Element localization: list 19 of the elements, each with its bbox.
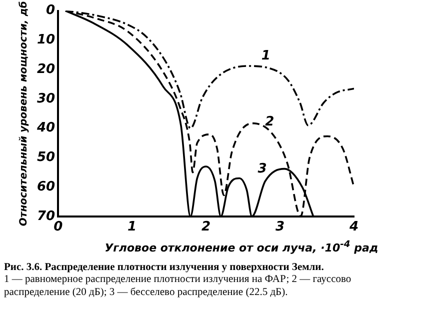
- x-tick-label: 1: [128, 220, 137, 235]
- y-axis-title: Относительный уровень мощности, дб: [18, 1, 30, 226]
- x-tick-label: 3: [276, 220, 285, 235]
- y-tick-label: 10: [36, 32, 56, 48]
- annotation: 3: [258, 162, 267, 177]
- y-tick-label: 40: [36, 120, 56, 136]
- y-tick-label: 60: [36, 179, 56, 194]
- annotation: 1: [261, 48, 270, 64]
- y-tick-label: 70: [36, 208, 56, 224]
- x-tick-label: 2: [202, 220, 211, 235]
- y-tick-label: 0: [46, 3, 56, 18]
- y-tick-label: 20: [36, 62, 56, 77]
- text: 1 — равномерное распределение плотности излучения на ФАР; 2 — гауссово распределение (20 дБ); 3 — бесселево распределение (22.5 дБ).: [3, 272, 352, 299]
- annotation: 2: [265, 114, 274, 130]
- text: Рис. 3.6. Распределение плотности излучения у поверхности Земли.: [3, 262, 325, 273]
- x-tick-label: 4: [348, 220, 359, 235]
- x-axis-title: Угловое отклонение от оси луча, ·10$^{-4}$ рад: [104, 238, 380, 256]
- y-tick-label: 30: [36, 91, 56, 106]
- y-tick-label: 50: [36, 150, 56, 166]
